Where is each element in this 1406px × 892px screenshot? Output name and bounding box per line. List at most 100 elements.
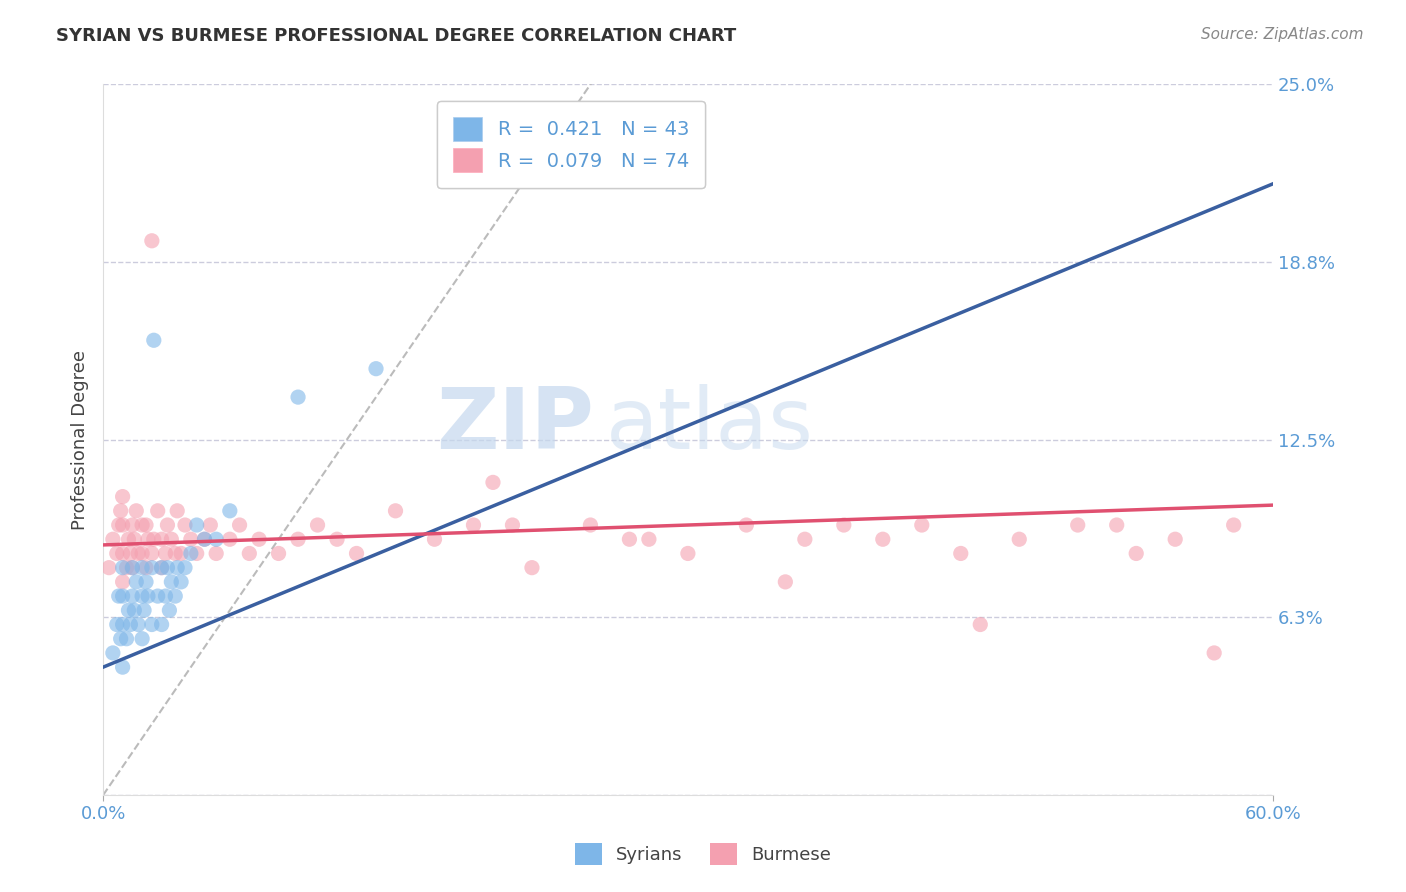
- Point: [141, 560, 163, 574]
- Point: [121, 560, 143, 574]
- Point: [142, 533, 165, 547]
- Point: [832, 518, 855, 533]
- Point: [127, 617, 149, 632]
- Text: Source: ZipAtlas.com: Source: ZipAtlas.com: [1201, 27, 1364, 42]
- Point: [287, 533, 309, 547]
- Point: [1222, 518, 1244, 533]
- Point: [101, 646, 124, 660]
- Point: [150, 560, 173, 574]
- Point: [107, 518, 129, 533]
- Point: [141, 617, 163, 632]
- Point: [124, 603, 146, 617]
- Point: [146, 504, 169, 518]
- Point: [287, 390, 309, 404]
- Point: [247, 533, 270, 547]
- Point: [110, 632, 132, 646]
- Point: [111, 660, 134, 674]
- Point: [170, 546, 193, 560]
- Point: [131, 589, 153, 603]
- Point: [111, 617, 134, 632]
- Point: [166, 560, 188, 574]
- Point: [105, 546, 128, 560]
- Point: [267, 546, 290, 560]
- Point: [969, 617, 991, 632]
- Point: [141, 546, 163, 560]
- Point: [193, 533, 215, 547]
- Point: [142, 333, 165, 347]
- Point: [111, 546, 134, 560]
- Point: [174, 560, 197, 574]
- Point: [165, 546, 187, 560]
- Point: [136, 533, 159, 547]
- Point: [166, 504, 188, 518]
- Point: [1204, 646, 1226, 660]
- Point: [205, 546, 228, 560]
- Point: [120, 617, 142, 632]
- Point: [121, 518, 143, 533]
- Point: [107, 589, 129, 603]
- Point: [150, 617, 173, 632]
- Point: [150, 533, 173, 547]
- Point: [117, 603, 139, 617]
- Point: [141, 234, 163, 248]
- Point: [174, 518, 197, 533]
- Point: [205, 533, 228, 547]
- Point: [127, 546, 149, 560]
- Point: [111, 518, 134, 533]
- Point: [228, 518, 250, 533]
- Point: [124, 533, 146, 547]
- Point: [793, 533, 815, 547]
- Point: [111, 574, 134, 589]
- Point: [463, 518, 485, 533]
- Point: [165, 589, 187, 603]
- Point: [1067, 518, 1090, 533]
- Point: [364, 361, 387, 376]
- Point: [120, 546, 142, 560]
- Point: [155, 546, 177, 560]
- Point: [579, 518, 602, 533]
- Point: [105, 617, 128, 632]
- Point: [117, 533, 139, 547]
- Point: [423, 533, 446, 547]
- Point: [157, 603, 180, 617]
- Point: [619, 533, 641, 547]
- Point: [110, 504, 132, 518]
- Point: [135, 574, 157, 589]
- Point: [238, 546, 260, 560]
- Point: [135, 560, 157, 574]
- Point: [949, 546, 972, 560]
- Point: [155, 589, 177, 603]
- Legend: R =  0.421   N = 43, R =  0.079   N = 74: R = 0.421 N = 43, R = 0.079 N = 74: [437, 102, 704, 187]
- Point: [170, 574, 193, 589]
- Point: [482, 475, 505, 490]
- Point: [131, 546, 153, 560]
- Point: [384, 504, 406, 518]
- Point: [160, 533, 183, 547]
- Point: [1164, 533, 1187, 547]
- Point: [872, 533, 894, 547]
- Point: [193, 533, 215, 547]
- Point: [115, 632, 138, 646]
- Point: [1125, 546, 1147, 560]
- Point: [775, 574, 797, 589]
- Point: [1105, 518, 1128, 533]
- Point: [156, 560, 179, 574]
- Point: [218, 533, 240, 547]
- Legend: Syrians, Burmese: Syrians, Burmese: [565, 834, 841, 874]
- Point: [131, 632, 153, 646]
- Point: [131, 518, 153, 533]
- Point: [676, 546, 699, 560]
- Text: ZIP: ZIP: [437, 384, 595, 467]
- Point: [218, 504, 240, 518]
- Point: [101, 533, 124, 547]
- Point: [111, 490, 134, 504]
- Point: [1008, 533, 1031, 547]
- Point: [186, 518, 208, 533]
- Point: [180, 533, 202, 547]
- Point: [111, 560, 134, 574]
- Point: [121, 560, 143, 574]
- Point: [125, 504, 148, 518]
- Point: [146, 589, 169, 603]
- Point: [136, 589, 159, 603]
- Point: [735, 518, 758, 533]
